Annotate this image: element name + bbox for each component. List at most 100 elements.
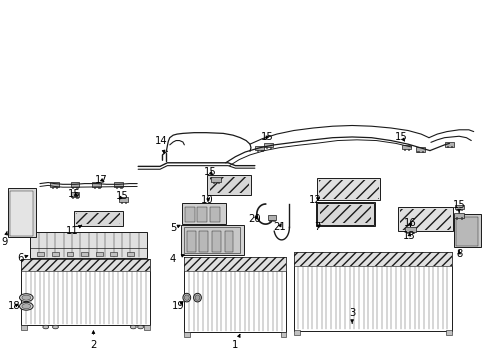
Bar bbox=[70, 192, 79, 197]
Text: 11: 11 bbox=[66, 225, 81, 236]
Bar bbox=[455, 217, 477, 246]
Bar bbox=[293, 252, 451, 330]
Text: 5: 5 bbox=[170, 224, 180, 233]
Bar bbox=[66, 252, 73, 256]
Bar bbox=[70, 182, 79, 187]
Bar bbox=[224, 231, 233, 252]
Bar bbox=[184, 207, 194, 222]
Text: 16: 16 bbox=[403, 218, 416, 228]
Bar bbox=[181, 225, 244, 255]
Ellipse shape bbox=[22, 295, 31, 300]
Bar bbox=[211, 177, 221, 182]
Bar bbox=[460, 217, 461, 219]
Text: 15: 15 bbox=[395, 132, 407, 142]
Bar bbox=[264, 143, 272, 147]
Bar bbox=[267, 215, 276, 220]
Bar bbox=[207, 175, 250, 195]
Bar bbox=[52, 252, 59, 256]
Bar bbox=[186, 231, 195, 252]
Bar bbox=[399, 209, 450, 230]
Text: 2: 2 bbox=[90, 331, 97, 350]
Bar bbox=[98, 186, 100, 188]
Text: 19: 19 bbox=[171, 301, 184, 311]
Bar bbox=[398, 207, 452, 231]
Bar bbox=[444, 142, 453, 147]
Text: 15: 15 bbox=[260, 132, 273, 142]
Bar bbox=[30, 232, 146, 258]
Bar bbox=[74, 211, 122, 226]
Text: 4: 4 bbox=[170, 254, 184, 264]
Bar bbox=[81, 252, 88, 256]
Bar bbox=[76, 197, 78, 198]
Ellipse shape bbox=[20, 294, 33, 302]
Ellipse shape bbox=[130, 325, 136, 329]
Bar bbox=[96, 252, 102, 256]
Bar bbox=[212, 181, 214, 183]
Bar bbox=[261, 150, 262, 151]
Text: 20: 20 bbox=[248, 215, 261, 224]
Bar bbox=[94, 186, 95, 188]
Text: 3: 3 bbox=[348, 308, 355, 323]
Bar bbox=[265, 147, 266, 148]
Ellipse shape bbox=[20, 302, 33, 310]
Bar bbox=[268, 220, 270, 221]
Text: 18: 18 bbox=[8, 301, 20, 311]
Bar bbox=[50, 182, 59, 187]
Bar bbox=[182, 203, 225, 224]
Bar bbox=[92, 182, 101, 187]
Bar bbox=[256, 150, 258, 151]
Bar bbox=[125, 202, 126, 203]
Bar bbox=[455, 209, 457, 210]
Bar bbox=[446, 147, 447, 148]
Bar bbox=[273, 220, 274, 221]
Bar bbox=[144, 324, 150, 329]
Text: 17: 17 bbox=[95, 175, 108, 185]
Bar bbox=[120, 186, 122, 188]
Bar bbox=[317, 178, 380, 201]
Bar bbox=[406, 232, 408, 233]
Bar bbox=[293, 252, 451, 266]
Bar bbox=[318, 180, 378, 199]
Text: 13: 13 bbox=[403, 231, 415, 240]
Ellipse shape bbox=[52, 325, 58, 329]
Bar bbox=[119, 197, 128, 202]
Bar bbox=[317, 203, 373, 225]
Text: 15: 15 bbox=[203, 167, 216, 177]
Bar bbox=[450, 147, 451, 148]
Text: 15: 15 bbox=[67, 189, 80, 199]
Bar bbox=[21, 259, 150, 325]
Bar bbox=[197, 207, 207, 222]
Bar bbox=[76, 213, 120, 224]
Bar bbox=[184, 257, 286, 271]
Text: 15: 15 bbox=[452, 200, 465, 213]
Bar bbox=[199, 231, 208, 252]
Text: 6: 6 bbox=[17, 253, 28, 263]
Text: 1: 1 bbox=[232, 334, 240, 350]
Text: 10: 10 bbox=[201, 195, 213, 206]
Bar bbox=[217, 181, 219, 183]
Bar bbox=[114, 182, 123, 187]
Bar bbox=[21, 259, 150, 271]
Bar bbox=[407, 149, 408, 150]
Bar bbox=[21, 259, 150, 271]
Bar bbox=[76, 186, 78, 188]
Bar bbox=[72, 197, 73, 198]
Bar bbox=[184, 227, 240, 253]
Bar bbox=[405, 227, 415, 232]
Bar bbox=[8, 188, 36, 237]
Bar bbox=[210, 207, 220, 222]
Bar bbox=[415, 147, 424, 152]
Text: 8: 8 bbox=[455, 248, 461, 258]
Bar bbox=[319, 205, 370, 223]
Bar bbox=[453, 215, 480, 247]
Text: 14: 14 bbox=[155, 136, 167, 153]
Bar bbox=[116, 186, 117, 188]
Bar bbox=[209, 177, 248, 193]
Bar bbox=[411, 232, 413, 233]
Bar bbox=[52, 186, 53, 188]
Bar bbox=[21, 324, 27, 329]
Bar bbox=[255, 146, 264, 150]
Bar bbox=[10, 191, 33, 236]
Bar bbox=[315, 202, 374, 226]
Text: 15: 15 bbox=[116, 191, 129, 201]
